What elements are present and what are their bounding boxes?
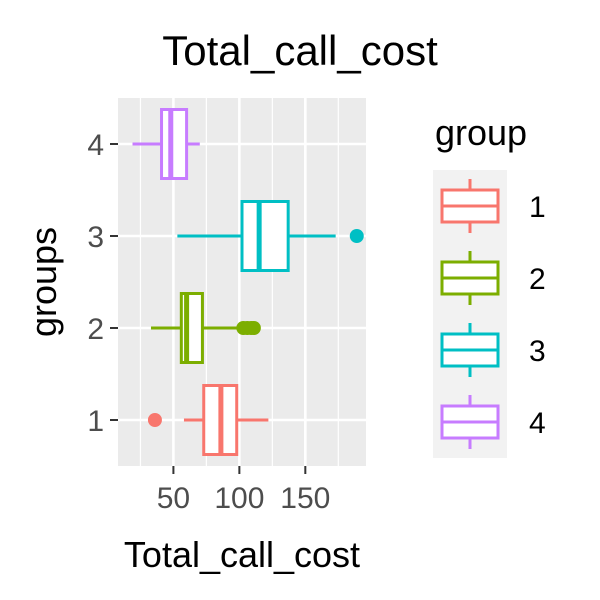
- box-group-1: [147, 384, 269, 456]
- x-axis-label: Total_call_cost: [124, 534, 360, 575]
- x-tick-label: 150: [280, 482, 330, 515]
- legend-key-1: 1: [440, 179, 546, 233]
- chart-title: Total_call_cost: [162, 27, 438, 74]
- y-tick-label: 3: [87, 221, 104, 254]
- plot-panel: [118, 98, 366, 466]
- box-group-4: [132, 108, 200, 180]
- legend-label: 4: [529, 407, 546, 440]
- legend-label: 3: [529, 335, 546, 368]
- outlier-point: [147, 413, 162, 427]
- box-iqr: [240, 200, 290, 272]
- legend-key-3: 3: [440, 323, 546, 377]
- legend-label: 1: [529, 191, 546, 224]
- x-tick-label: 100: [214, 482, 264, 515]
- box-group-3: [177, 200, 364, 272]
- box-iqr: [160, 108, 189, 180]
- y-tick-label: 4: [87, 129, 104, 162]
- legend-title: group: [435, 112, 527, 153]
- y-tick-label: 1: [87, 405, 104, 438]
- legend-label: 2: [529, 263, 546, 296]
- legend-key-2: 2: [440, 251, 546, 305]
- outlier-point: [349, 229, 364, 243]
- y-tick-label: 2: [87, 313, 104, 346]
- legend-key-4: 4: [440, 395, 546, 449]
- outlier-point: [246, 321, 261, 335]
- axes: 1 2 3 4 50 100 150: [87, 129, 330, 515]
- y-axis-label: groups: [23, 227, 64, 337]
- x-tick-label: 50: [157, 482, 190, 515]
- box-group-2: [150, 292, 261, 364]
- boxes: [132, 108, 364, 456]
- legend: group 1 2 3 4: [433, 112, 546, 458]
